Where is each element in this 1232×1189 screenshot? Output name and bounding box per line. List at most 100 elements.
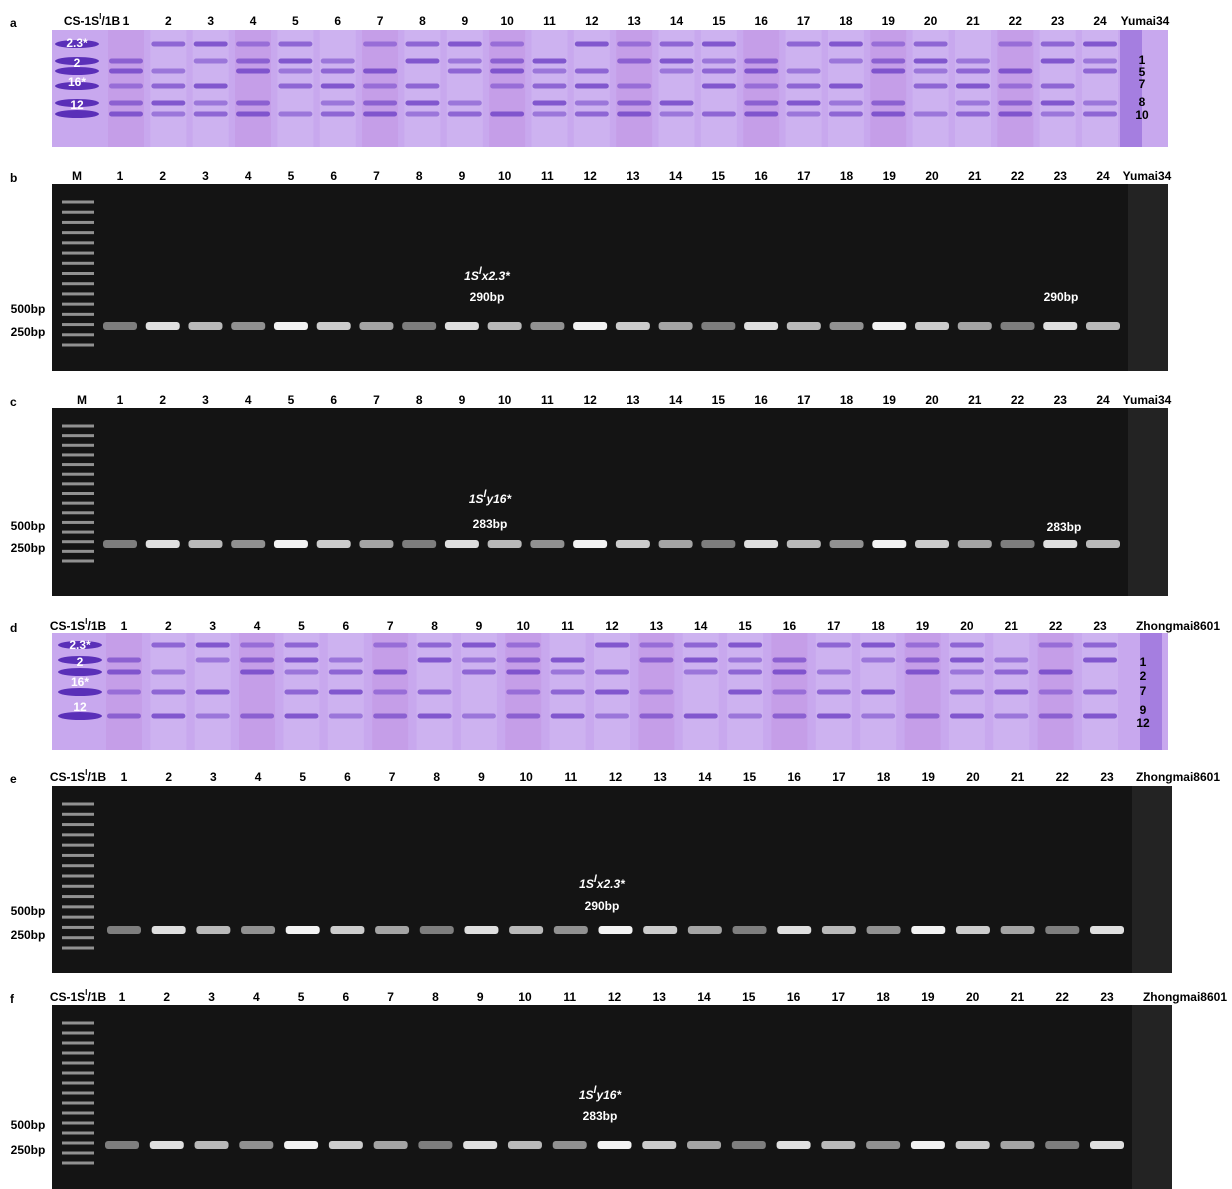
- ladder-band: [62, 344, 94, 347]
- protein-band: [373, 714, 407, 719]
- band-label: 12: [70, 98, 84, 112]
- protein-band: [575, 101, 609, 106]
- protein-band: [956, 84, 990, 89]
- band-label: 7: [1140, 684, 1147, 698]
- pcr-band: [787, 322, 821, 330]
- protein-band: [817, 643, 851, 648]
- protein-band: [109, 84, 143, 89]
- pcr-band: [687, 1141, 721, 1149]
- protein-band: [373, 670, 407, 675]
- protein-band: [329, 658, 363, 663]
- protein-band: [871, 59, 905, 64]
- protein-band: [490, 69, 524, 74]
- protein-band: [744, 112, 778, 117]
- lane-label: 23: [1100, 990, 1114, 1004]
- lane-label: 14: [669, 169, 683, 183]
- lane-label: 8: [416, 169, 423, 183]
- lane-label: 12: [583, 169, 597, 183]
- lane-label: 16: [787, 990, 801, 1004]
- ladder-band: [62, 540, 94, 543]
- lane-shade: [870, 30, 906, 147]
- protein-band: [639, 690, 673, 695]
- protein-band: [575, 112, 609, 117]
- gel-edge: [1128, 408, 1168, 596]
- ladder-band: [62, 1162, 94, 1165]
- lane-label: 9: [461, 14, 468, 28]
- panel-letter: d: [10, 621, 17, 635]
- lane-label: 23: [1051, 14, 1065, 28]
- ladder-band: [62, 1092, 94, 1095]
- label-part: x2.3*: [596, 877, 626, 891]
- lane-label: 14: [697, 990, 711, 1004]
- protein-band: [575, 84, 609, 89]
- size-label: 500bp: [11, 302, 46, 316]
- protein-band: [551, 690, 585, 695]
- band-label: 2: [74, 56, 81, 70]
- protein-band: [950, 643, 984, 648]
- protein-band: [861, 658, 895, 663]
- pcr-band: [530, 322, 564, 330]
- protein-band: [684, 643, 718, 648]
- protein-band: [240, 670, 274, 675]
- protein-band: [329, 670, 363, 675]
- protein-band: [151, 69, 185, 74]
- pcr-band: [701, 540, 735, 548]
- protein-band: [194, 101, 228, 106]
- lane-label: 4: [253, 990, 260, 1004]
- protein-band: [448, 69, 482, 74]
- lane-label: 21: [1011, 770, 1025, 784]
- protein-band: [321, 59, 355, 64]
- protein-band: [639, 643, 673, 648]
- lane-label: 10: [517, 619, 531, 633]
- ladder-band: [62, 833, 94, 836]
- label: CS-1Sl/1B: [50, 616, 107, 633]
- lane-label: 24: [1093, 14, 1107, 28]
- lane-label: 24: [1096, 169, 1110, 183]
- protein-band: [490, 112, 524, 117]
- protein-band: [151, 643, 185, 648]
- label-part: /1B: [87, 619, 106, 633]
- pcr-band: [196, 926, 230, 934]
- protein-band: [595, 690, 629, 695]
- lane-label: 15: [738, 619, 752, 633]
- lane-label: 5: [298, 619, 305, 633]
- protein-band: [506, 658, 540, 663]
- pcr-band: [150, 1141, 184, 1149]
- protein-band: [240, 658, 274, 663]
- lane-shade: [1082, 30, 1118, 147]
- pcr-band: [659, 322, 693, 330]
- protein-band: [363, 112, 397, 117]
- protein-band: [448, 59, 482, 64]
- ladder-band: [62, 823, 94, 826]
- protein-band: [829, 59, 863, 64]
- protein-band: [448, 42, 482, 47]
- protein-band: [236, 112, 270, 117]
- pcr-band: [359, 322, 393, 330]
- protein-band: [787, 42, 821, 47]
- ladder-band: [62, 1082, 94, 1085]
- gel-edge: [1132, 786, 1172, 973]
- lane-label: 16: [755, 14, 769, 28]
- protein-band: [595, 670, 629, 675]
- protein-band: [861, 690, 895, 695]
- ladder-band: [62, 473, 94, 476]
- ladder-band: [62, 1112, 94, 1115]
- pcr-band: [688, 926, 722, 934]
- protein-band: [278, 69, 312, 74]
- lane-label: 6: [330, 169, 337, 183]
- lane-label: 18: [877, 770, 891, 784]
- lane-label: 1: [119, 990, 126, 1004]
- protein-band: [194, 112, 228, 117]
- pcr-band: [733, 926, 767, 934]
- lane-label: 1: [117, 169, 124, 183]
- pcr-band: [146, 540, 180, 548]
- protein-band: [660, 69, 694, 74]
- lane-label: 19: [882, 14, 896, 28]
- product-size: 290bp: [585, 899, 620, 913]
- protein-band: [194, 84, 228, 89]
- protein-band: [551, 714, 585, 719]
- protein-band: [914, 84, 948, 89]
- protein-band: [575, 69, 609, 74]
- protein-band: [998, 101, 1032, 106]
- pcr-band: [239, 1141, 273, 1149]
